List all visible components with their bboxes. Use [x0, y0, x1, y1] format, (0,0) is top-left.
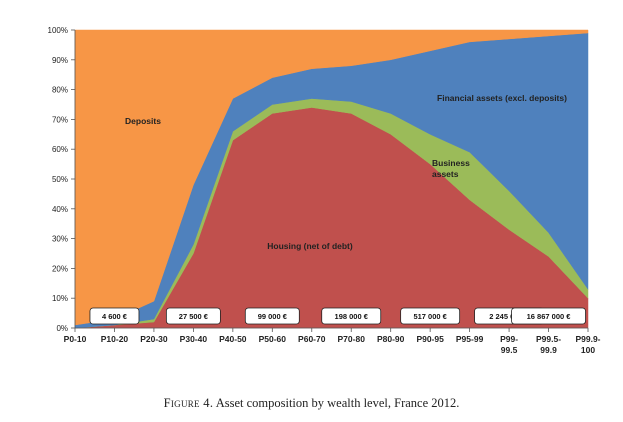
data-label-p30-40: 27 500 €: [165, 307, 221, 325]
data-label-box: [89, 307, 140, 325]
data-label-box: [165, 307, 221, 325]
x-tick-label: P99.9-100: [575, 334, 600, 355]
data-label-text: 517 000 €: [413, 312, 447, 321]
x-tick-label: P70-80: [338, 334, 366, 344]
y-tick-label: 10%: [52, 294, 68, 303]
data-label-p99-5-99-9: 16 867 000 €: [511, 307, 586, 325]
data-label-text: 198 000 €: [335, 312, 369, 321]
series-label-deposits: Deposits: [125, 116, 161, 126]
y-tick-label: 0%: [56, 324, 68, 333]
data-label-box: [321, 307, 382, 325]
series-label-business-assets: Business assets: [432, 158, 470, 179]
data-label-text: 2 245 000 €: [489, 312, 529, 321]
x-tick-label: P90-95: [416, 334, 444, 344]
x-tick-label: P40-50: [219, 334, 247, 344]
y-tick-label: 40%: [52, 205, 68, 214]
x-tick-label: P30-40: [180, 334, 208, 344]
x-tick-label: P99-99.5: [500, 334, 518, 355]
series-labels: Housing (net of debt) Business assets Finan…: [125, 93, 567, 251]
data-label-box: [244, 307, 300, 325]
data-labels: 4 600 € 27 500 € 99 000 € 198 000 € 517 000 …: [89, 307, 586, 325]
x-tick-label: P50-60: [259, 334, 287, 344]
axes: 0% 10% 20% 30% 40% 50% 60% 70% 80% 90% 100% P0-10 P1…: [48, 26, 601, 355]
stacked-areas: [74, 29, 589, 329]
y-tick-label: 50%: [52, 175, 68, 184]
y-tick-label: 20%: [52, 264, 68, 273]
area-deposits: [74, 29, 589, 326]
data-label-text: 4 600 €: [102, 312, 128, 321]
x-tick-label: P60-70: [298, 334, 326, 344]
x-tick-label: P80-90: [377, 334, 405, 344]
data-label-p90-95: 517 000 €: [400, 307, 461, 325]
figure-caption: Figure 4. Asset composition by wealth le…: [0, 396, 623, 411]
data-label-box: [400, 307, 461, 325]
series-label-housing-net-of-debt: Housing (net of debt): [267, 241, 353, 251]
data-label-text: 27 500 €: [179, 312, 209, 321]
y-tick-label: 90%: [52, 56, 68, 65]
data-label-box: [511, 307, 586, 325]
y-tick-label: 80%: [52, 86, 68, 95]
data-label-p10-20: 4 600 €: [89, 307, 140, 325]
x-tick-label: P95-99: [456, 334, 484, 344]
data-label-text: 16 867 000 €: [527, 312, 572, 321]
caption-text: Asset composition by wealth level, Franc…: [215, 396, 460, 410]
data-label-text: 99 000 €: [258, 312, 288, 321]
x-tick-label: P10-20: [101, 334, 129, 344]
caption-lead: Figure 4.: [163, 396, 214, 410]
x-tick-label: P99.5-99.9: [536, 334, 561, 355]
y-tick-label: 100%: [48, 26, 68, 35]
data-label-p50-60: 99 000 €: [244, 307, 300, 325]
data-label-p70-80: 198 000 €: [321, 307, 382, 325]
x-tick-label: P0-10: [64, 334, 87, 344]
series-label-financial-assets-excl-deposits: Financial assets (excl. deposits): [437, 93, 567, 103]
y-tick-label: 30%: [52, 235, 68, 244]
y-tick-label: 70%: [52, 115, 68, 124]
x-tick-label: P20-30: [140, 334, 168, 344]
y-tick-label: 60%: [52, 145, 68, 154]
